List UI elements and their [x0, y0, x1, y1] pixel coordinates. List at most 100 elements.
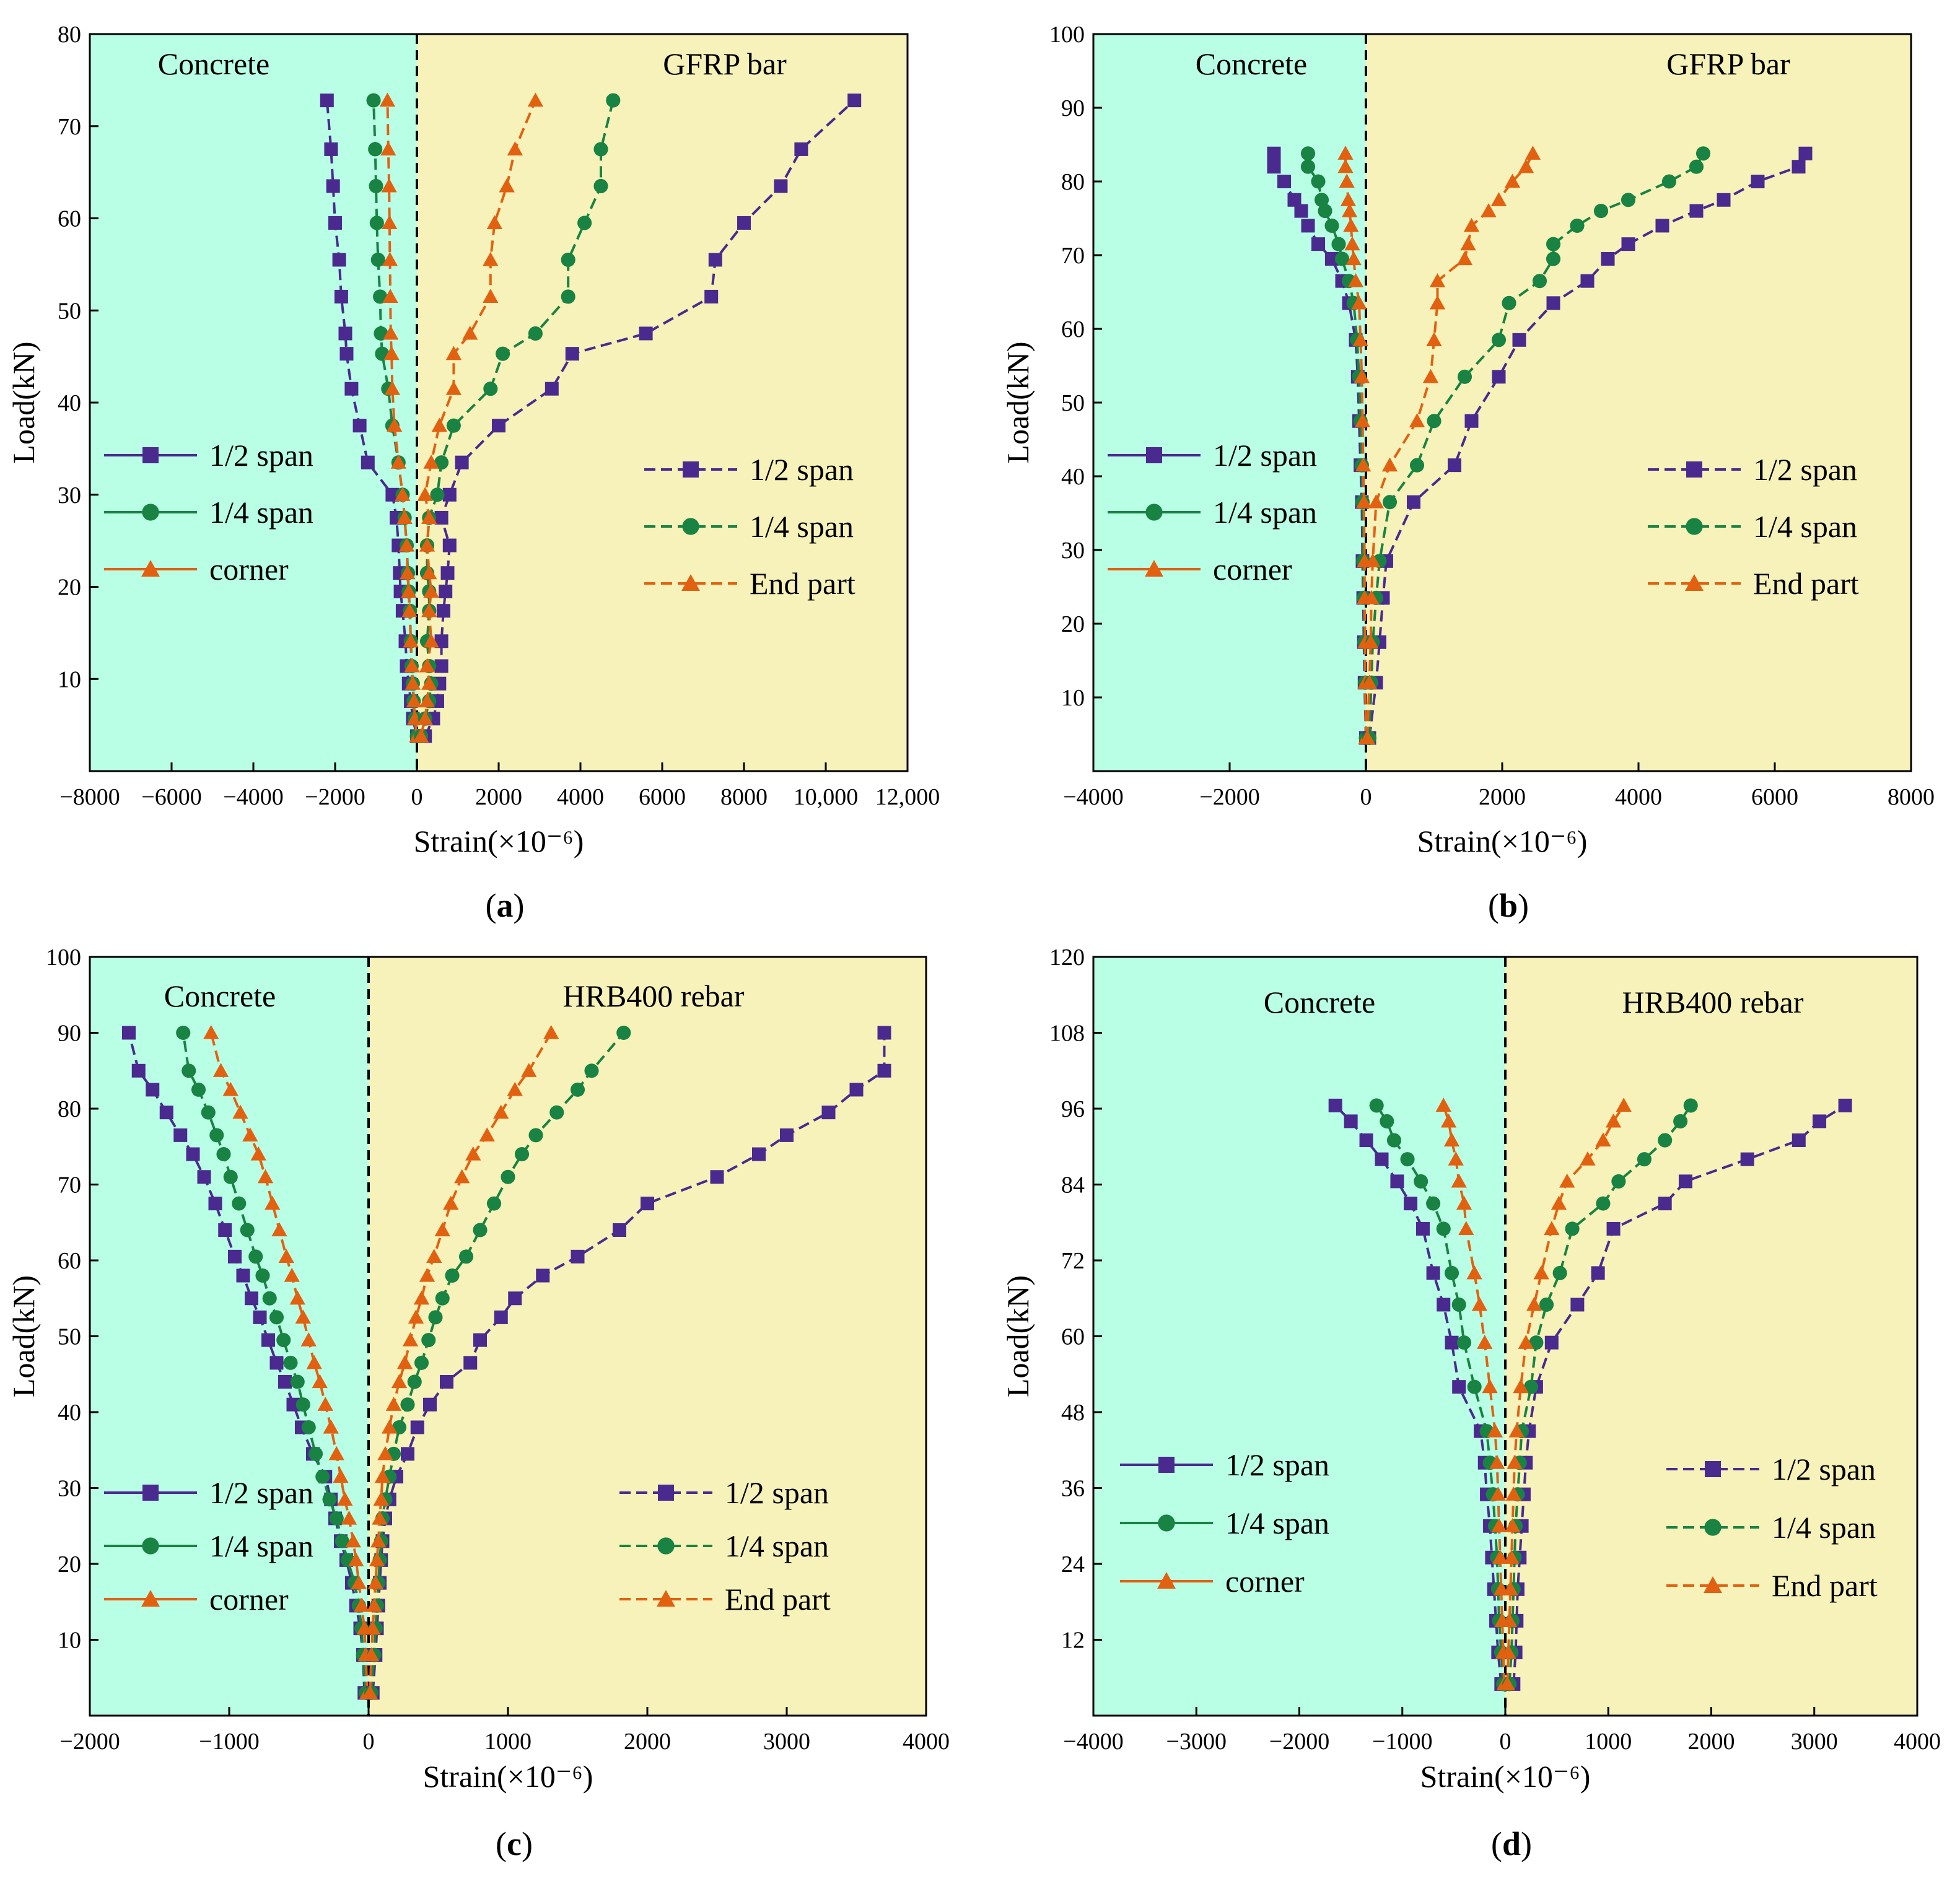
data-point — [1426, 1266, 1440, 1280]
legend-label: 1/2 span — [725, 1475, 829, 1510]
data-point — [1526, 1296, 1542, 1311]
data-point — [1409, 413, 1425, 427]
data-point — [373, 1491, 389, 1506]
concrete-region-label: Concrete — [158, 46, 269, 81]
data-point — [445, 346, 462, 360]
data-point — [410, 1420, 424, 1434]
data-point — [593, 142, 608, 157]
data-point — [1655, 219, 1669, 233]
legend-label: corner — [209, 1582, 289, 1617]
data-point — [442, 538, 457, 552]
data-point — [1565, 1221, 1580, 1236]
data-point — [300, 1332, 317, 1346]
data-point — [708, 253, 722, 267]
data-point — [1466, 1265, 1482, 1280]
x-tick-label: −2000 — [1199, 784, 1259, 810]
legend-marker — [1145, 560, 1163, 577]
data-point — [434, 510, 448, 525]
series-line-bar-4 — [1368, 152, 1705, 738]
data-point — [1616, 1098, 1632, 1112]
data-point — [483, 289, 499, 303]
data-point — [385, 1397, 402, 1411]
data-point — [341, 1510, 357, 1525]
rebar-region-label: HRB400 rebar — [563, 979, 745, 1013]
data-point — [417, 710, 433, 725]
data-point — [1347, 273, 1364, 287]
legend-marker — [142, 1537, 159, 1555]
data-point — [1390, 1174, 1404, 1189]
data-point — [1409, 458, 1425, 473]
y-axis-label: Load(kN) — [1000, 1275, 1035, 1397]
legend-marker — [1146, 447, 1162, 463]
data-point — [173, 1128, 188, 1142]
legend-marker — [141, 560, 160, 577]
data-point — [1352, 332, 1368, 346]
data-point — [257, 1169, 274, 1184]
y-tick-label: 20 — [58, 1551, 81, 1578]
data-point — [421, 510, 437, 525]
x-tick-label: −2000 — [1269, 1729, 1329, 1755]
legend-label: 1/4 span — [209, 1529, 313, 1563]
data-point — [369, 1552, 385, 1566]
data-point — [1596, 1196, 1611, 1211]
y-axis-label: Load(kN) — [6, 341, 41, 463]
data-point — [308, 1446, 323, 1461]
data-point — [1518, 159, 1534, 173]
data-point — [370, 1533, 387, 1548]
data-point — [1492, 1550, 1508, 1564]
rebar-region-label: HRB400 rebar — [1622, 985, 1804, 1019]
series-line-concrete-1 — [1375, 1104, 1505, 1685]
data-point — [1380, 1114, 1394, 1128]
legend-label: End part — [1753, 566, 1859, 601]
data-point — [794, 142, 808, 156]
data-point — [197, 1170, 211, 1184]
data-point — [1456, 251, 1473, 266]
x-tick-label: 4000 — [903, 1729, 950, 1755]
panel-a: −8000 −6000 −4000 −2000 0 2000 4000 6000 8000 10,… — [6, 22, 940, 924]
legend-label: End part — [750, 566, 855, 601]
x-tick-label: −3000 — [1166, 1729, 1227, 1755]
data-point — [440, 566, 455, 580]
data-point — [1344, 236, 1360, 251]
data-point — [479, 1127, 495, 1141]
data-point — [1591, 1266, 1605, 1280]
legend-label: corner — [1213, 552, 1292, 587]
data-point — [1344, 1114, 1358, 1128]
data-point — [710, 1170, 724, 1184]
data-point — [1456, 1335, 1472, 1350]
data-point — [354, 1597, 370, 1612]
data-point — [473, 1333, 487, 1347]
data-point — [1300, 146, 1316, 161]
data-point — [1301, 219, 1315, 233]
data-point — [434, 659, 448, 673]
data-point — [232, 1196, 247, 1211]
data-point — [286, 1397, 300, 1412]
data-point — [543, 1024, 559, 1039]
data-point — [352, 419, 367, 433]
data-point — [228, 1249, 242, 1263]
data-point — [370, 252, 385, 267]
legend-marker — [657, 1537, 675, 1555]
data-point — [377, 1446, 393, 1460]
data-point — [348, 1552, 364, 1566]
data-point — [276, 1333, 291, 1348]
data-point — [351, 1574, 367, 1589]
data-point — [1491, 1518, 1507, 1532]
data-point — [1492, 370, 1506, 384]
legend-label: 1/2 span — [1225, 1447, 1329, 1482]
x-tick-label: 4000 — [1894, 1729, 1941, 1755]
data-point — [1437, 1298, 1451, 1312]
data-point — [421, 676, 437, 690]
y-tick-label: 84 — [1061, 1172, 1085, 1198]
rebar-region — [1366, 34, 1911, 771]
legend-marker — [1705, 1461, 1721, 1477]
data-point — [1435, 1098, 1451, 1112]
data-point — [382, 251, 398, 266]
data-point — [1311, 174, 1326, 189]
data-point — [159, 1106, 173, 1120]
data-point — [403, 633, 419, 648]
data-point — [361, 455, 375, 469]
data-point — [1422, 369, 1439, 383]
y-tick-label: 36 — [1061, 1476, 1085, 1502]
data-point — [407, 1374, 422, 1389]
